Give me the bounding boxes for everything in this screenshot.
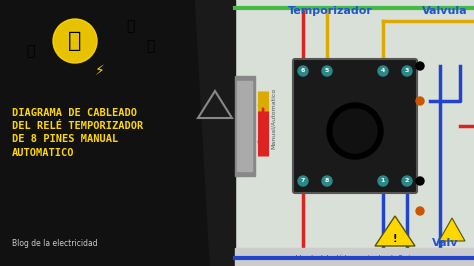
Circle shape xyxy=(322,176,332,186)
Polygon shape xyxy=(439,218,465,241)
Text: 💡: 💡 xyxy=(26,44,34,58)
Text: 📱: 📱 xyxy=(146,39,154,53)
Circle shape xyxy=(378,66,388,76)
Bar xyxy=(237,81,252,171)
Circle shape xyxy=(378,176,388,186)
FancyBboxPatch shape xyxy=(293,59,417,193)
Circle shape xyxy=(298,66,308,76)
Bar xyxy=(235,248,474,266)
Text: 👷: 👷 xyxy=(68,31,82,51)
Text: Blog de la electricidad: Blog de la electricidad xyxy=(12,239,98,248)
Circle shape xyxy=(402,176,412,186)
Text: 4: 4 xyxy=(381,68,385,73)
Circle shape xyxy=(416,207,424,215)
Text: Valvula: Valvula xyxy=(422,6,468,16)
Text: Manual/Automatico: Manual/Automatico xyxy=(271,87,275,149)
Circle shape xyxy=(322,66,332,76)
Text: Valv: Valv xyxy=(432,238,458,248)
Text: 6: 6 xyxy=(301,68,305,73)
Text: 1: 1 xyxy=(381,177,385,182)
Text: 5: 5 xyxy=(325,68,329,73)
Bar xyxy=(235,0,474,266)
Text: Temporizador: Temporizador xyxy=(288,6,373,16)
Text: 3: 3 xyxy=(405,68,409,73)
Circle shape xyxy=(416,97,424,105)
Bar xyxy=(0,0,235,266)
Circle shape xyxy=(327,103,383,159)
Text: ⚡: ⚡ xyxy=(95,64,105,78)
Text: 🔧: 🔧 xyxy=(126,19,134,33)
Text: 2: 2 xyxy=(405,177,409,182)
Text: cableado del relé temporizador de 8 pines: cableado del relé temporizador de 8 pine… xyxy=(288,254,422,260)
Text: 8: 8 xyxy=(325,177,329,182)
Text: !: ! xyxy=(393,234,397,244)
Text: DIAGRAMA DE CABLEADO
DEL RELÉ TEMPORIZADOR
DE 8 PINES MANUAL
AUTOMATICO: DIAGRAMA DE CABLEADO DEL RELÉ TEMPORIZAD… xyxy=(12,108,143,157)
Circle shape xyxy=(298,176,308,186)
Circle shape xyxy=(53,19,97,63)
Circle shape xyxy=(333,109,377,153)
Bar xyxy=(235,76,255,176)
Text: 7: 7 xyxy=(301,177,305,182)
Polygon shape xyxy=(195,0,235,266)
Circle shape xyxy=(416,62,424,70)
Circle shape xyxy=(416,177,424,185)
Polygon shape xyxy=(375,216,415,246)
Circle shape xyxy=(402,66,412,76)
